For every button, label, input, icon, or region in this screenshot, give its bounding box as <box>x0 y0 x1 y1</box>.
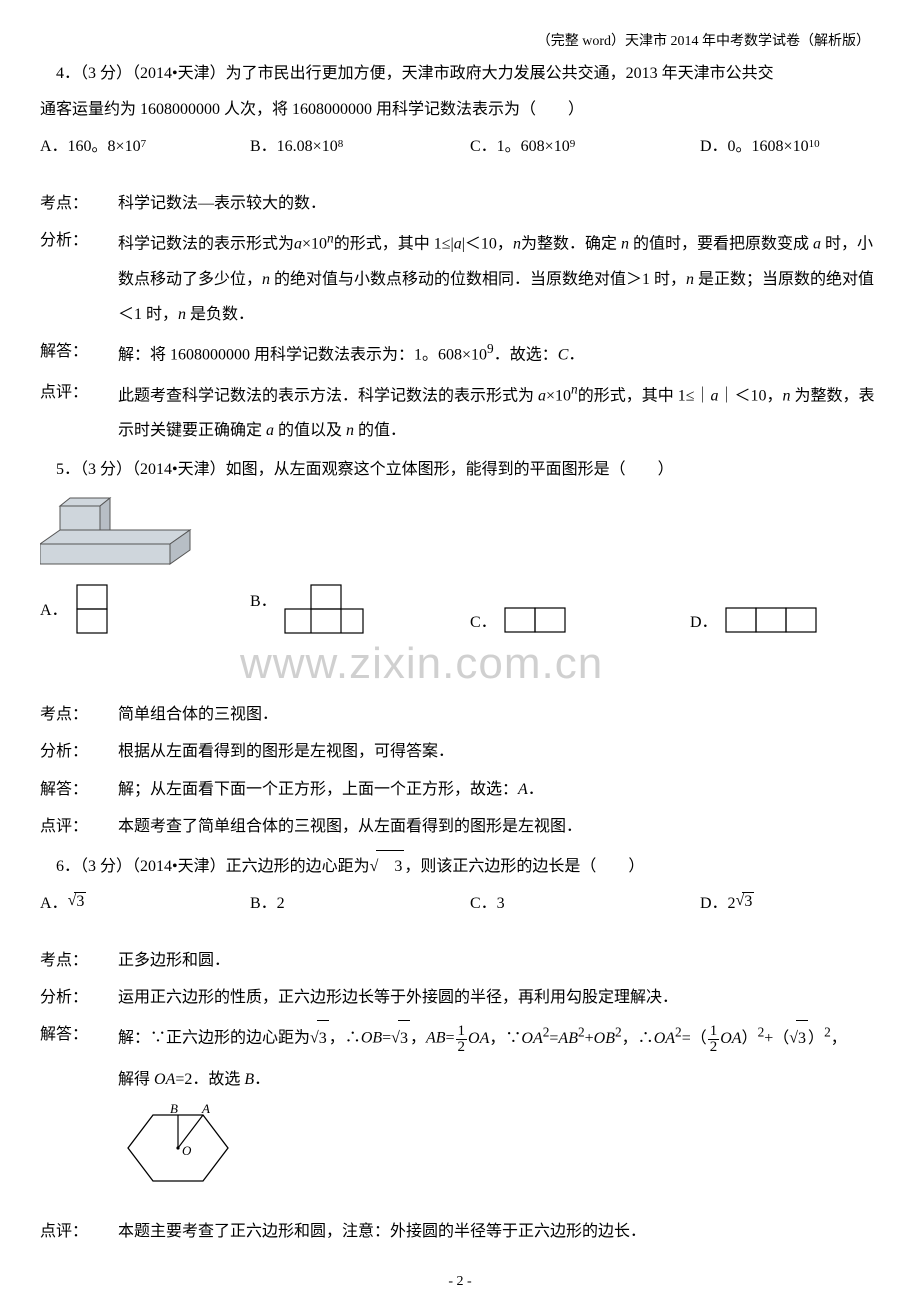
page-number: - 2 - <box>40 1274 880 1290</box>
q4-kaodian-label: 考点： <box>40 186 118 221</box>
q4-option-c: C．1。608×109 <box>470 132 700 156</box>
q4-dianping: 此题考查科学记数法的表示方法．科学记数法的表示形式为 a×10n的形式，其中 1… <box>118 375 880 449</box>
q6-dianping: 本题主要考查了正六边形和圆，注意：外接圆的半径等于正六边形的边长． <box>118 1214 880 1249</box>
watermark: www.zixin.com.cn <box>40 639 880 693</box>
q5-fenxi-label: 分析： <box>40 734 118 769</box>
q5-optC-icon <box>501 605 571 635</box>
q6-fenxi: 运用正六边形的性质，正六边形边长等于外接圆的半径，再利用勾股定理解决． <box>118 980 880 1015</box>
q5-option-c: C． <box>470 605 690 635</box>
q4-option-b: B．16.08×108 <box>250 132 470 156</box>
q4-fenxi: 科学记数法的表示形式为a×10n的形式，其中 1≤|a|＜10，n为整数．确定 … <box>118 223 880 332</box>
q5-kaodian: 简单组合体的三视图． <box>118 697 880 732</box>
q5-analysis: 考点：简单组合体的三视图． 分析：根据从左面看得到的图形是左视图，可得答案． 解… <box>40 697 880 844</box>
q5-dianping: 本题考查了简单组合体的三视图，从左面看得到的图形是左视图． <box>118 809 880 844</box>
q5-option-b: B． <box>250 581 470 635</box>
page-header: （完整 word）天津市 2014 年中考数学试卷（解析版） <box>40 30 880 50</box>
q6-option-c: C．3 <box>470 889 700 913</box>
q5-dianping-label: 点评： <box>40 809 118 844</box>
hex-label-O: O <box>182 1143 192 1158</box>
q5-kaodian-label: 考点： <box>40 697 118 732</box>
q5-optB-icon <box>281 581 369 635</box>
q6-kaodian: 正多边形和圆． <box>118 943 880 978</box>
q5-option-a: A． <box>40 581 250 635</box>
q4-stem-line2: 通客运量约为 1608000000 人次，将 1608000000 用科学记数法… <box>40 94 880 126</box>
q6-analysis: 考点：正多边形和圆． 分析：运用正六边形的性质，正六边形边长等于外接圆的半径，再… <box>40 943 880 1249</box>
q5-fenxi: 根据从左面看得到的图形是左视图，可得答案． <box>118 734 880 769</box>
hex-label-B: B <box>170 1103 178 1116</box>
q4-jieda-label: 解答： <box>40 334 118 369</box>
q4-options: A．160。8×107 B．16.08×108 C．1。608×109 D．0。… <box>40 132 880 156</box>
q5-jieda: 解；从左面看下面一个正方形，上面一个正方形，故选：A． <box>118 772 880 807</box>
q4-kaodian: 科学记数法—表示较大的数． <box>118 186 880 221</box>
q4-analysis: 考点：科学记数法—表示较大的数． 分析：科学记数法的表示形式为a×10n的形式，… <box>40 186 880 448</box>
q6-option-a: A．√3 <box>40 889 250 913</box>
q5-stem: 5．（3 分）（2014•天津）如图，从左面观察这个立体图形，能得到的平面图形是… <box>40 454 880 486</box>
q5-optD-icon <box>722 605 822 635</box>
q4-jieda: 解：将 1608000000 用科学记数法表示为：1。608×109．故选：C． <box>118 334 880 373</box>
q4-dianping-label: 点评： <box>40 375 118 410</box>
hex-label-A: A <box>201 1103 210 1116</box>
q4-option-a: A．160。8×107 <box>40 132 250 156</box>
q6-jieda: 解：∵正六边形的边心距为√3，∴OB=√3，AB=12OA，∵OA2=AB2+O… <box>118 1017 880 1212</box>
q4-fenxi-label: 分析： <box>40 223 118 258</box>
q4-option-d: D．0。1608×1010 <box>700 132 900 156</box>
q6-stem: 6．（3 分）（2014•天津）正六边形的边心距为√3，则该正六边形的边长是（ … <box>40 850 880 883</box>
q6-jieda-label: 解答： <box>40 1017 118 1052</box>
q6-fenxi-label: 分析： <box>40 980 118 1015</box>
hexagon-icon: B A O <box>118 1103 880 1206</box>
q4-stem-line1: 4．（3 分）（2014•天津）为了市民出行更加方便，天津市政府大力发展公共交通… <box>40 58 880 90</box>
q6-options: A．√3 B．2 C．3 D．2√3 <box>40 889 880 913</box>
q6-dianping-label: 点评： <box>40 1214 118 1249</box>
q6-kaodian-label: 考点： <box>40 943 118 978</box>
q6-option-d: D．2√3 <box>700 889 900 913</box>
q5-options: A． B． C． D． <box>40 581 880 635</box>
q5-optA-icon <box>72 581 116 635</box>
q5-option-d: D． <box>690 605 822 635</box>
q6-option-b: B．2 <box>250 889 470 913</box>
q5-3d-figure <box>40 494 880 577</box>
q5-jieda-label: 解答： <box>40 772 118 807</box>
